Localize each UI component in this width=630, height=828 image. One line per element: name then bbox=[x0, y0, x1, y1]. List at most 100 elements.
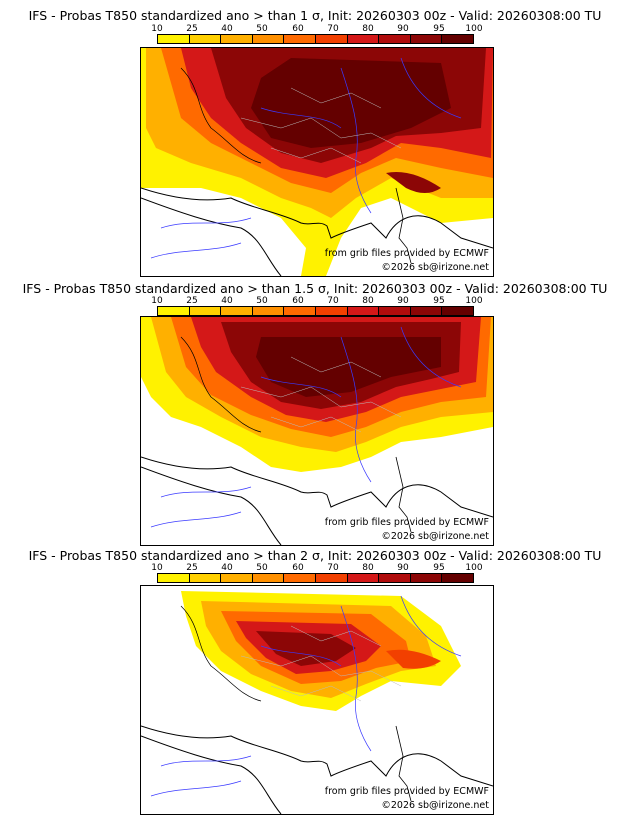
probability-map-2 bbox=[141, 317, 493, 545]
scale-labels: 10 25 40 50 60 70 80 90 95 100 bbox=[151, 296, 482, 306]
scale-swatch bbox=[379, 307, 411, 315]
scale-label: 50 bbox=[256, 563, 268, 573]
scale-swatch bbox=[221, 574, 253, 582]
river bbox=[260, 645, 342, 667]
scale-label: 100 bbox=[465, 296, 483, 306]
scale-swatch bbox=[410, 307, 443, 315]
scale-label: 40 bbox=[221, 24, 233, 34]
river bbox=[160, 755, 252, 767]
probability-map-3 bbox=[141, 586, 493, 814]
river bbox=[150, 780, 242, 797]
scale-label: 70 bbox=[327, 24, 339, 34]
coastline bbox=[395, 187, 412, 264]
scale-label: 70 bbox=[327, 296, 339, 306]
credit-source: from grib files provided by ECMWF bbox=[324, 248, 489, 259]
credit-copyright: ©2026 sb@irizone.net bbox=[381, 531, 489, 542]
scale-label: 25 bbox=[186, 563, 198, 573]
scale-label: 90 bbox=[397, 563, 409, 573]
coastline bbox=[141, 466, 282, 545]
scale-label: 80 bbox=[362, 563, 374, 573]
coastline bbox=[180, 67, 262, 164]
credit-copyright: ©2026 sb@irizone.net bbox=[381, 262, 489, 273]
prob-contour bbox=[386, 649, 441, 669]
scale-label: 40 bbox=[221, 296, 233, 306]
scale-swatch bbox=[252, 35, 285, 43]
panel-2-map: from grib files provided by ECMWF ©2026 … bbox=[140, 316, 494, 546]
admin-border bbox=[240, 356, 402, 433]
scale-label: 25 bbox=[186, 296, 198, 306]
river bbox=[160, 486, 252, 498]
river bbox=[400, 57, 462, 119]
river bbox=[150, 242, 242, 259]
scale-swatch bbox=[158, 307, 190, 315]
scale-swatch bbox=[284, 307, 316, 315]
scale-bar bbox=[157, 306, 474, 316]
scale-labels: 10 25 40 50 60 70 80 90 95 100 bbox=[151, 563, 482, 573]
scale-swatch bbox=[347, 574, 380, 582]
prob-contour bbox=[251, 58, 451, 148]
scale-swatch bbox=[189, 574, 222, 582]
panel-1-map: from grib files provided by ECMWF ©2026 … bbox=[140, 47, 494, 277]
river bbox=[160, 217, 252, 229]
coastline bbox=[395, 725, 412, 802]
scale-label: 50 bbox=[256, 24, 268, 34]
scale-label: 100 bbox=[465, 24, 483, 34]
scale-bar bbox=[157, 34, 474, 44]
coastline bbox=[141, 187, 493, 249]
scale-label: 95 bbox=[433, 24, 445, 34]
river bbox=[340, 67, 372, 214]
scale-label: 50 bbox=[256, 296, 268, 306]
scale-swatch bbox=[410, 35, 443, 43]
scale-label: 60 bbox=[292, 563, 304, 573]
coastline bbox=[141, 735, 282, 814]
scale-label: 60 bbox=[292, 24, 304, 34]
scale-label: 70 bbox=[327, 563, 339, 573]
river bbox=[400, 595, 462, 657]
credit-source: from grib files provided by ECMWF bbox=[324, 517, 489, 528]
prob-contour bbox=[386, 172, 441, 193]
scale-swatch bbox=[315, 35, 348, 43]
river bbox=[340, 336, 372, 483]
coastline bbox=[141, 725, 493, 787]
coastline bbox=[141, 456, 493, 518]
scale-labels: 10 25 40 50 60 70 80 90 95 100 bbox=[151, 24, 482, 34]
panel-1-color-scale: 10 25 40 50 60 70 80 90 95 100 bbox=[151, 24, 483, 46]
coastline bbox=[180, 336, 262, 433]
probability-map-1 bbox=[141, 48, 493, 276]
admin-border bbox=[240, 87, 402, 164]
admin-border bbox=[240, 625, 402, 702]
scale-swatch bbox=[221, 307, 253, 315]
scale-bar bbox=[157, 573, 474, 583]
panel-1-title: IFS - Probas T850 standardized ano > tha… bbox=[28, 8, 602, 23]
scale-swatch bbox=[252, 307, 285, 315]
scale-label: 95 bbox=[433, 296, 445, 306]
scale-swatch bbox=[442, 35, 473, 43]
river bbox=[260, 107, 342, 129]
scale-swatch bbox=[379, 35, 411, 43]
scale-label: 80 bbox=[362, 24, 374, 34]
scale-label: 25 bbox=[186, 24, 198, 34]
scale-swatch bbox=[158, 574, 190, 582]
credit-source: from grib files provided by ECMWF bbox=[324, 786, 489, 797]
coastline bbox=[141, 197, 282, 276]
panel-2-color-scale: 10 25 40 50 60 70 80 90 95 100 bbox=[151, 296, 483, 318]
scale-label: 40 bbox=[221, 563, 233, 573]
prob-contour bbox=[256, 631, 356, 666]
scale-swatch bbox=[221, 35, 253, 43]
scale-swatch bbox=[315, 574, 348, 582]
river bbox=[150, 511, 242, 528]
scale-swatch bbox=[315, 307, 348, 315]
scale-swatch bbox=[442, 307, 473, 315]
scale-swatch bbox=[442, 574, 473, 582]
scale-swatch bbox=[284, 35, 316, 43]
scale-swatch bbox=[379, 574, 411, 582]
scale-swatch bbox=[189, 307, 222, 315]
scale-swatch bbox=[410, 574, 443, 582]
scale-label: 10 bbox=[151, 296, 163, 306]
scale-swatch bbox=[189, 35, 222, 43]
scale-label: 100 bbox=[465, 563, 483, 573]
scale-label: 90 bbox=[397, 296, 409, 306]
river bbox=[340, 605, 372, 752]
scale-swatch bbox=[252, 574, 285, 582]
panel-3-map: from grib files provided by ECMWF ©2026 … bbox=[140, 585, 494, 815]
